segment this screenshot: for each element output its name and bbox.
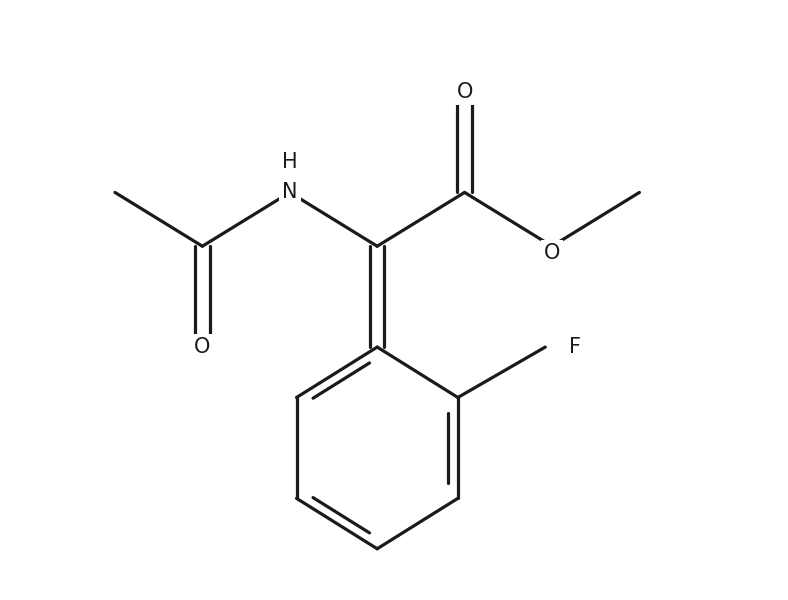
Text: H: H xyxy=(282,152,298,172)
Text: O: O xyxy=(544,243,560,263)
Text: O: O xyxy=(194,337,210,357)
Text: F: F xyxy=(569,337,581,357)
Text: N: N xyxy=(282,182,298,202)
Text: O: O xyxy=(456,82,473,101)
